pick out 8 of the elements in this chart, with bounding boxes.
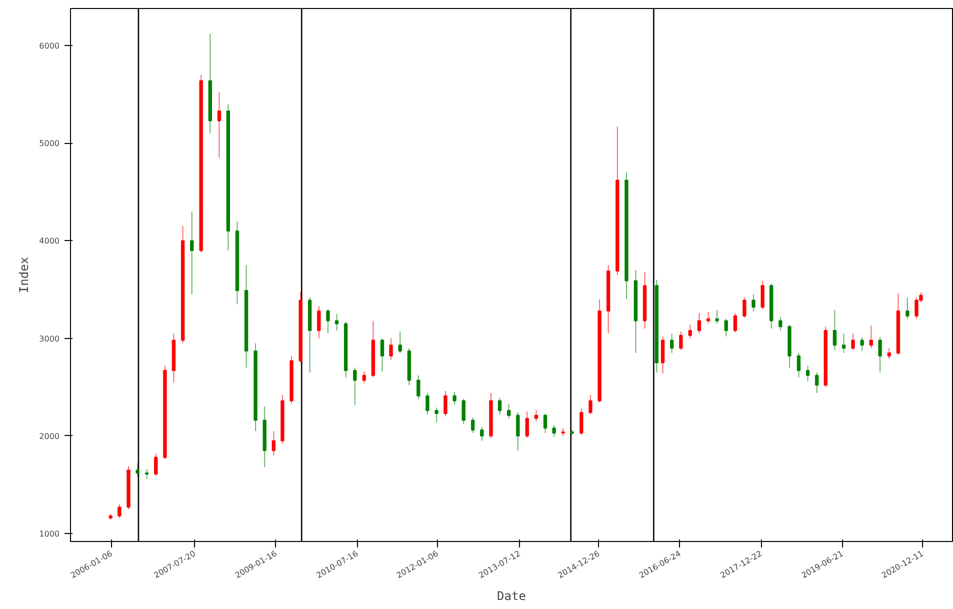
y-tick-label: 6000: [39, 42, 60, 51]
x-axis-title: Date: [497, 588, 526, 603]
y-tick-label: 3000: [39, 334, 60, 344]
y-tick-label: 5000: [39, 139, 60, 148]
y-tick-label: 4000: [39, 236, 60, 246]
y-tick-label: 2000: [39, 432, 60, 441]
y-axis-title: Index: [17, 256, 32, 294]
y-tick-label: 1000: [39, 530, 60, 538]
